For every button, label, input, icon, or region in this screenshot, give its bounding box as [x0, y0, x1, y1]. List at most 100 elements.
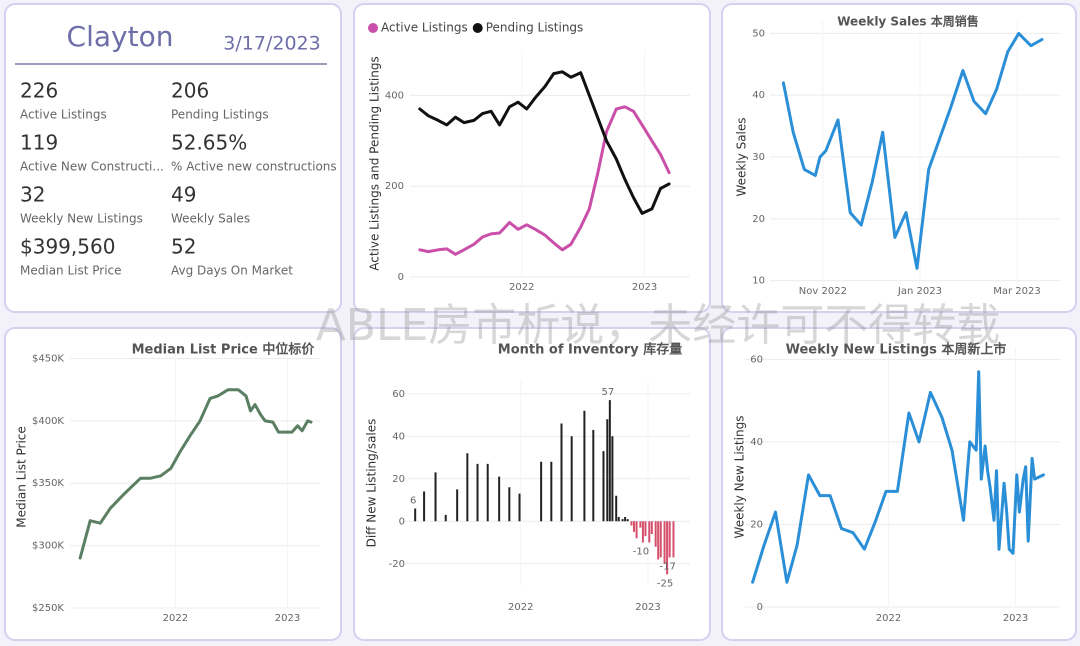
line — [751, 370, 1045, 584]
y-tick-label: $250K — [32, 603, 64, 614]
kpi-label: Active New Constructi... — [20, 160, 164, 174]
kpi-value: 49 — [171, 183, 196, 207]
x-tick-label: 2022 — [163, 613, 188, 624]
line — [781, 31, 1044, 270]
bar — [621, 519, 624, 522]
bar — [602, 451, 605, 522]
y-axis-label: Diff New Listing/sales — [365, 419, 379, 548]
listings-panel — [353, 3, 711, 313]
bar — [666, 521, 669, 575]
bar — [466, 453, 469, 522]
bar — [444, 514, 447, 522]
bar — [635, 521, 638, 539]
bar — [633, 521, 636, 532]
data-label: 57 — [601, 387, 614, 398]
x-tick-label: 2022 — [508, 602, 533, 613]
line — [78, 388, 313, 560]
kpi-label: % Active new constructions — [171, 160, 337, 174]
bar — [550, 461, 553, 522]
y-axis-label: Weekly New Listings — [733, 416, 747, 539]
sales-panel — [721, 3, 1077, 313]
data-label: -17 — [659, 561, 675, 572]
data-label: -25 — [657, 578, 673, 589]
bar — [672, 521, 675, 558]
bar — [476, 463, 479, 522]
y-tick-label: 30 — [752, 152, 765, 163]
bar — [414, 508, 417, 522]
bar — [617, 517, 620, 522]
y-tick-label: $400K — [32, 416, 64, 427]
bar — [663, 521, 666, 564]
kpi-date: 3/17/2023 — [223, 33, 320, 55]
x-tick-label: 2023 — [632, 282, 657, 293]
x-tick-label: Jan 2023 — [897, 286, 942, 297]
y-axis-label: Active Listings and Pending Listings — [368, 56, 382, 271]
kpi-label: Median List Price — [20, 264, 122, 278]
bar — [498, 476, 501, 522]
y-tick-label: 40 — [752, 90, 765, 101]
y-axis-label: Weekly Sales — [735, 117, 749, 196]
kpi-label: Weekly New Listings — [20, 212, 143, 226]
bar — [615, 495, 618, 522]
bar — [560, 423, 563, 522]
y-tick-label: 400 — [385, 90, 404, 101]
bar — [644, 521, 647, 537]
bar — [583, 410, 586, 522]
bar — [659, 521, 662, 558]
chart-title: Weekly Sales 本周销售 — [837, 14, 979, 29]
legend-marker — [368, 23, 378, 33]
y-tick-label: 60 — [750, 354, 763, 365]
kpi-panel — [4, 3, 342, 313]
inventory-panel — [353, 327, 711, 641]
y-tick-label: 20 — [752, 214, 765, 225]
y-tick-label: $350K — [32, 478, 64, 489]
bar — [434, 472, 437, 522]
bar — [608, 400, 611, 522]
y-axis-label: Median List Price — [15, 426, 29, 528]
line — [418, 70, 671, 215]
kpi-title: Clayton — [67, 20, 174, 53]
bar — [456, 489, 459, 522]
bar — [639, 521, 642, 528]
line — [418, 105, 671, 256]
kpi-value: 226 — [20, 79, 58, 103]
y-tick-label: 0 — [399, 516, 405, 527]
y-tick-label: -20 — [389, 559, 405, 570]
data-label: -10 — [633, 547, 649, 558]
bar — [540, 461, 543, 522]
y-tick-label: 0 — [757, 602, 763, 613]
x-tick-label: Nov 2022 — [799, 286, 847, 297]
x-tick-label: 2022 — [509, 282, 534, 293]
kpi-label: Active Listings — [20, 108, 107, 122]
chart-title: Weekly New Listings 本周新上市 — [786, 342, 1007, 358]
bar — [518, 493, 521, 522]
y-tick-label: 200 — [385, 181, 404, 192]
bar — [624, 517, 627, 522]
bar — [626, 519, 629, 522]
bar — [650, 521, 653, 534]
chart-title: Median List Price 中位标价 — [132, 342, 316, 358]
y-tick-label: 60 — [392, 389, 405, 400]
y-tick-label: 40 — [392, 431, 405, 442]
kpi-value: 32 — [20, 183, 45, 207]
y-tick-label: 50 — [752, 28, 765, 39]
kpi-value: 52.65% — [171, 131, 247, 155]
legend-marker — [472, 23, 483, 33]
legend-label: Active Listings — [381, 21, 468, 35]
bar — [592, 429, 595, 522]
y-tick-label: 0 — [398, 272, 404, 283]
bar — [648, 521, 651, 543]
y-tick-label: 40 — [750, 437, 763, 448]
bar — [570, 436, 573, 522]
data-label: 6 — [410, 496, 416, 507]
x-tick-label: 2022 — [876, 613, 901, 624]
y-tick-label: 20 — [392, 474, 405, 485]
kpi-label: Avg Days On Market — [171, 264, 293, 278]
x-tick-label: Mar 2023 — [993, 286, 1041, 297]
kpi-value: 206 — [171, 79, 209, 103]
x-tick-label: 2023 — [275, 613, 300, 624]
bar — [630, 521, 633, 526]
chart-title: Month of Inventory 库存量 — [498, 342, 682, 358]
